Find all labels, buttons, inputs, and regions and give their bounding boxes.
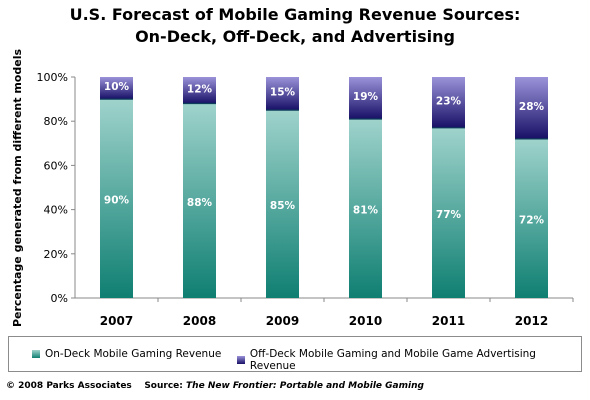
source-prefix: Source: bbox=[144, 381, 183, 391]
data-label-off-deck: 23% bbox=[436, 95, 462, 107]
bar-off-deck bbox=[432, 77, 465, 128]
chart-title-line2: On-Deck, Off-Deck, and Advertising bbox=[135, 27, 455, 46]
bar-off-deck bbox=[515, 77, 548, 139]
bar-on-deck bbox=[432, 127, 465, 298]
data-label-off-deck: 12% bbox=[187, 83, 213, 95]
data-label-off-deck: 28% bbox=[519, 101, 545, 113]
y-tick-label: 0% bbox=[51, 292, 68, 305]
y-tick-label: 100% bbox=[37, 71, 68, 84]
y-tick-label: 20% bbox=[44, 248, 68, 261]
data-label-on-deck: 90% bbox=[104, 195, 130, 207]
legend-label-off-deck: Off-Deck Mobile Gaming and Mobile Game A… bbox=[249, 348, 536, 372]
data-label-on-deck: 85% bbox=[270, 200, 296, 212]
chart-title-line1: U.S. Forecast of Mobile Gaming Revenue S… bbox=[69, 5, 521, 24]
y-tick-label: 40% bbox=[44, 204, 68, 217]
data-label-on-deck: 81% bbox=[353, 204, 379, 216]
footer: © 2008 Parks Associates Source: The New … bbox=[6, 381, 424, 391]
data-label-off-deck: 15% bbox=[270, 87, 296, 99]
bar-on-deck bbox=[266, 110, 299, 299]
copyright: © 2008 Parks Associates bbox=[6, 381, 132, 391]
data-label-off-deck: 10% bbox=[104, 81, 130, 93]
stacked-bar-chart: 0% 20% 40% 60% 80% 100% 2007 90% 10% 2008 88% 12% 2… bbox=[11, 49, 574, 328]
data-label-on-deck: 77% bbox=[436, 209, 462, 221]
y-tick-label: 80% bbox=[44, 115, 68, 128]
x-tick-label: 2010 bbox=[349, 314, 382, 328]
bar-off-deck bbox=[266, 77, 299, 111]
x-tick-label: 2009 bbox=[266, 314, 299, 328]
legend-label-on-deck: On-Deck Mobile Gaming Revenue bbox=[45, 348, 222, 360]
x-tick-label: 2007 bbox=[100, 314, 133, 328]
legend-item-on-deck: On-Deck Mobile Gaming Revenue bbox=[32, 348, 221, 360]
bar-off-deck bbox=[183, 77, 216, 104]
legend: On-Deck Mobile Gaming Revenue Off-Deck M… bbox=[8, 336, 582, 372]
bar-on-deck bbox=[515, 138, 548, 298]
bar-off-deck bbox=[349, 77, 382, 119]
data-label-on-deck: 88% bbox=[187, 197, 213, 209]
legend-item-off-deck: Off-Deck Mobile Gaming and Mobile Game A… bbox=[237, 348, 581, 372]
data-label-on-deck: 72% bbox=[519, 214, 545, 226]
data-label-off-deck: 19% bbox=[353, 91, 379, 103]
bar-on-deck bbox=[349, 118, 382, 299]
legend-swatch-off-deck bbox=[237, 356, 245, 364]
x-tick-label: 2012 bbox=[515, 314, 548, 328]
bar-on-deck bbox=[100, 99, 133, 298]
bar-off-deck bbox=[100, 77, 133, 100]
legend-swatch-on-deck bbox=[32, 350, 40, 358]
y-tick-label: 60% bbox=[44, 159, 68, 172]
x-tick-label: 2008 bbox=[183, 314, 216, 328]
y-axis-label: Percentage generated from different mode… bbox=[11, 49, 24, 328]
source-title: The New Frontier: Portable and Mobile Ga… bbox=[186, 381, 424, 391]
bar-on-deck bbox=[183, 103, 216, 299]
x-tick-label: 2011 bbox=[432, 314, 465, 328]
